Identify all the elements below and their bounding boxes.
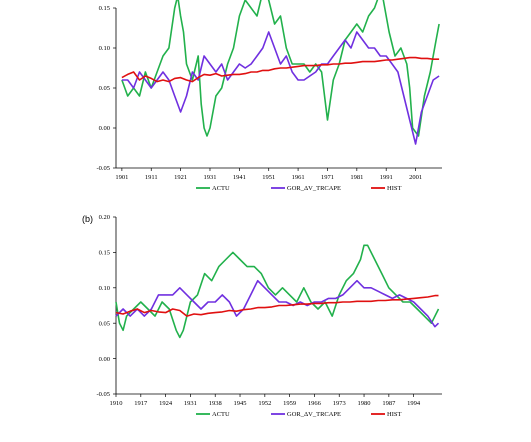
series-line-1 xyxy=(121,31,440,145)
y-tick-label: 0.05 xyxy=(99,320,110,327)
y-tick-label: -0.05 xyxy=(96,391,110,398)
x-tick-label: 1911 xyxy=(145,174,158,181)
y-tick-label: 0.10 xyxy=(99,285,110,292)
x-tick-label: 1987 xyxy=(382,400,396,407)
x-tick-label: 1961 xyxy=(292,174,305,181)
x-tick-label: 1966 xyxy=(308,400,322,407)
series-line-2 xyxy=(115,294,439,317)
x-tick-label: 1952 xyxy=(258,400,271,407)
chart-b: (b) -0.05 0.00 0.05 0.10 0.15 0.20 1910 1917 1924… xyxy=(82,214,442,418)
x-tick-label: 1991 xyxy=(380,174,393,181)
x-tick-label: 1938 xyxy=(209,400,222,407)
chart-a: -0.05 0.00 0.05 0.10 0.15 1901 1911 1921 1931 194… xyxy=(96,0,442,192)
x-tick-label: 1924 xyxy=(159,400,173,407)
x-tick-label: 1901 xyxy=(115,174,128,181)
legend-label: ACTU xyxy=(212,411,230,418)
legend-label: ACTU xyxy=(212,185,230,192)
x-tick-label: 1959 xyxy=(283,400,296,407)
x-tick-label: 1973 xyxy=(333,400,346,407)
y-tick-label: 0.10 xyxy=(99,45,110,52)
x-tick-label: 1981 xyxy=(350,174,363,181)
y-tick-label: 0.15 xyxy=(99,5,110,12)
series-line-0 xyxy=(121,0,440,137)
panel-label: (b) xyxy=(82,214,93,224)
y-tick-label: 0.15 xyxy=(99,250,110,257)
y-tick-label: -0.05 xyxy=(96,165,110,172)
legend-label: HIST xyxy=(387,411,401,418)
x-tick-label: 1921 xyxy=(174,174,187,181)
x-tick-label: 2001 xyxy=(409,174,422,181)
x-tick-label: 1931 xyxy=(203,174,216,181)
legend-label: GOR_ΔV_TRCAPE xyxy=(287,411,341,418)
x-tick-label: 1917 xyxy=(134,400,148,407)
x-tick-label: 1980 xyxy=(358,400,371,407)
x-tick-label: 1994 xyxy=(407,400,421,407)
y-tick-label: 0.00 xyxy=(99,356,110,363)
x-tick-label: 1971 xyxy=(321,174,334,181)
y-tick-label: 0.05 xyxy=(99,85,110,92)
series-line-2 xyxy=(121,56,440,83)
y-tick-label: 0.00 xyxy=(99,125,110,132)
series-line-1 xyxy=(115,279,440,328)
legend-label: GOR_ΔV_TRCAPE xyxy=(287,185,341,192)
series-line-0 xyxy=(115,244,440,339)
x-tick-label: 1941 xyxy=(233,174,246,181)
x-tick-label: 1945 xyxy=(234,400,247,407)
x-tick-label: 1931 xyxy=(184,400,197,407)
legend-label: HIST xyxy=(387,185,401,192)
y-tick-label: 0.20 xyxy=(99,214,110,221)
x-tick-label: 1910 xyxy=(110,400,123,407)
x-tick-label: 1951 xyxy=(262,174,275,181)
